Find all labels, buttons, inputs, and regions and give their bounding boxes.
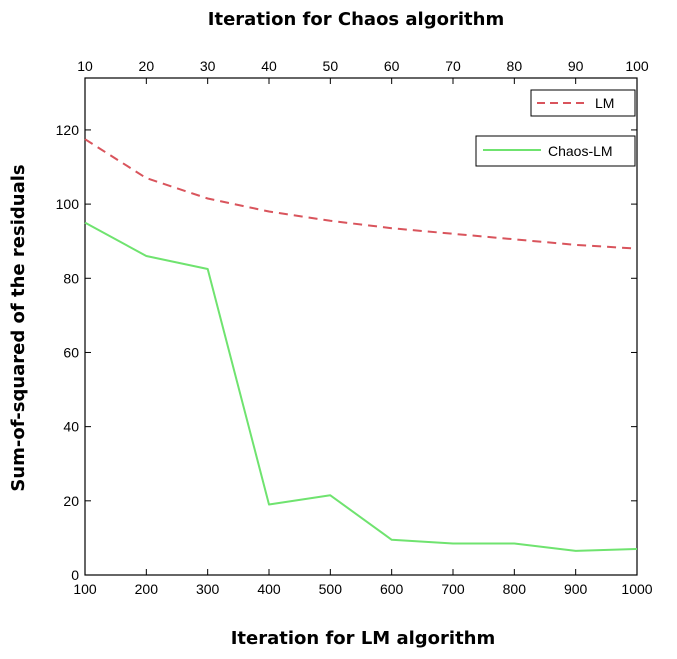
y-tick-label: 0	[71, 567, 79, 583]
y-tick-label: 20	[63, 493, 79, 509]
bottom-tick-label: 900	[564, 581, 588, 597]
top-tick-label: 40	[261, 58, 277, 74]
top-tick-label: 80	[507, 58, 523, 74]
y-tick-label: 100	[56, 196, 80, 212]
top-tick-label: 90	[568, 58, 584, 74]
top-tick-label: 60	[384, 58, 400, 74]
top-tick-label: 20	[139, 58, 155, 74]
bottom-tick-label: 100	[73, 581, 97, 597]
y-tick-label: 120	[56, 122, 80, 138]
y-axis-ticks: 0 20 40 60 80 100 120	[56, 122, 637, 583]
legend-lm-label: LM	[595, 95, 614, 111]
legend-lm: LM	[530, 89, 636, 117]
top-tick-label: 30	[200, 58, 216, 74]
top-tick-label: 10	[77, 58, 93, 74]
top-tick-label: 50	[323, 58, 339, 74]
legend-chaos-lm: Chaos-LM	[475, 135, 636, 167]
top-tick-label: 70	[445, 58, 461, 74]
plot-area-frame	[84, 77, 638, 576]
legend-chaos-lm-label: Chaos-LM	[548, 143, 613, 159]
bottom-tick-label: 1000	[621, 581, 652, 597]
top-axis-ticks: 10 20 30 40 50 60 70 80 90 100	[77, 58, 649, 575]
bottom-tick-label: 300	[196, 581, 220, 597]
y-tick-label: 80	[63, 270, 79, 286]
bottom-axis-title: Iteration for LM algorithm	[231, 628, 496, 649]
y-axis-title: Sum-of-squared of the residuals	[8, 164, 29, 491]
series-line-chaos-lm	[84, 221, 638, 552]
top-axis-title: Iteration for Chaos algorithm	[208, 9, 504, 30]
series-layer	[84, 138, 638, 552]
bottom-tick-label: 500	[319, 581, 343, 597]
bottom-axis-ticks: 100 200 300 400 500 600 700 800 900 1000	[73, 581, 652, 597]
bottom-tick-label: 700	[441, 581, 465, 597]
bottom-tick-label: 200	[135, 581, 159, 597]
top-tick-label: 100	[625, 58, 649, 74]
series-line-lm	[84, 138, 638, 250]
y-tick-label: 60	[63, 344, 79, 360]
y-tick-label: 40	[63, 419, 79, 435]
bottom-tick-label: 400	[257, 581, 281, 597]
bottom-tick-label: 600	[380, 581, 404, 597]
bottom-tick-label: 800	[503, 581, 527, 597]
